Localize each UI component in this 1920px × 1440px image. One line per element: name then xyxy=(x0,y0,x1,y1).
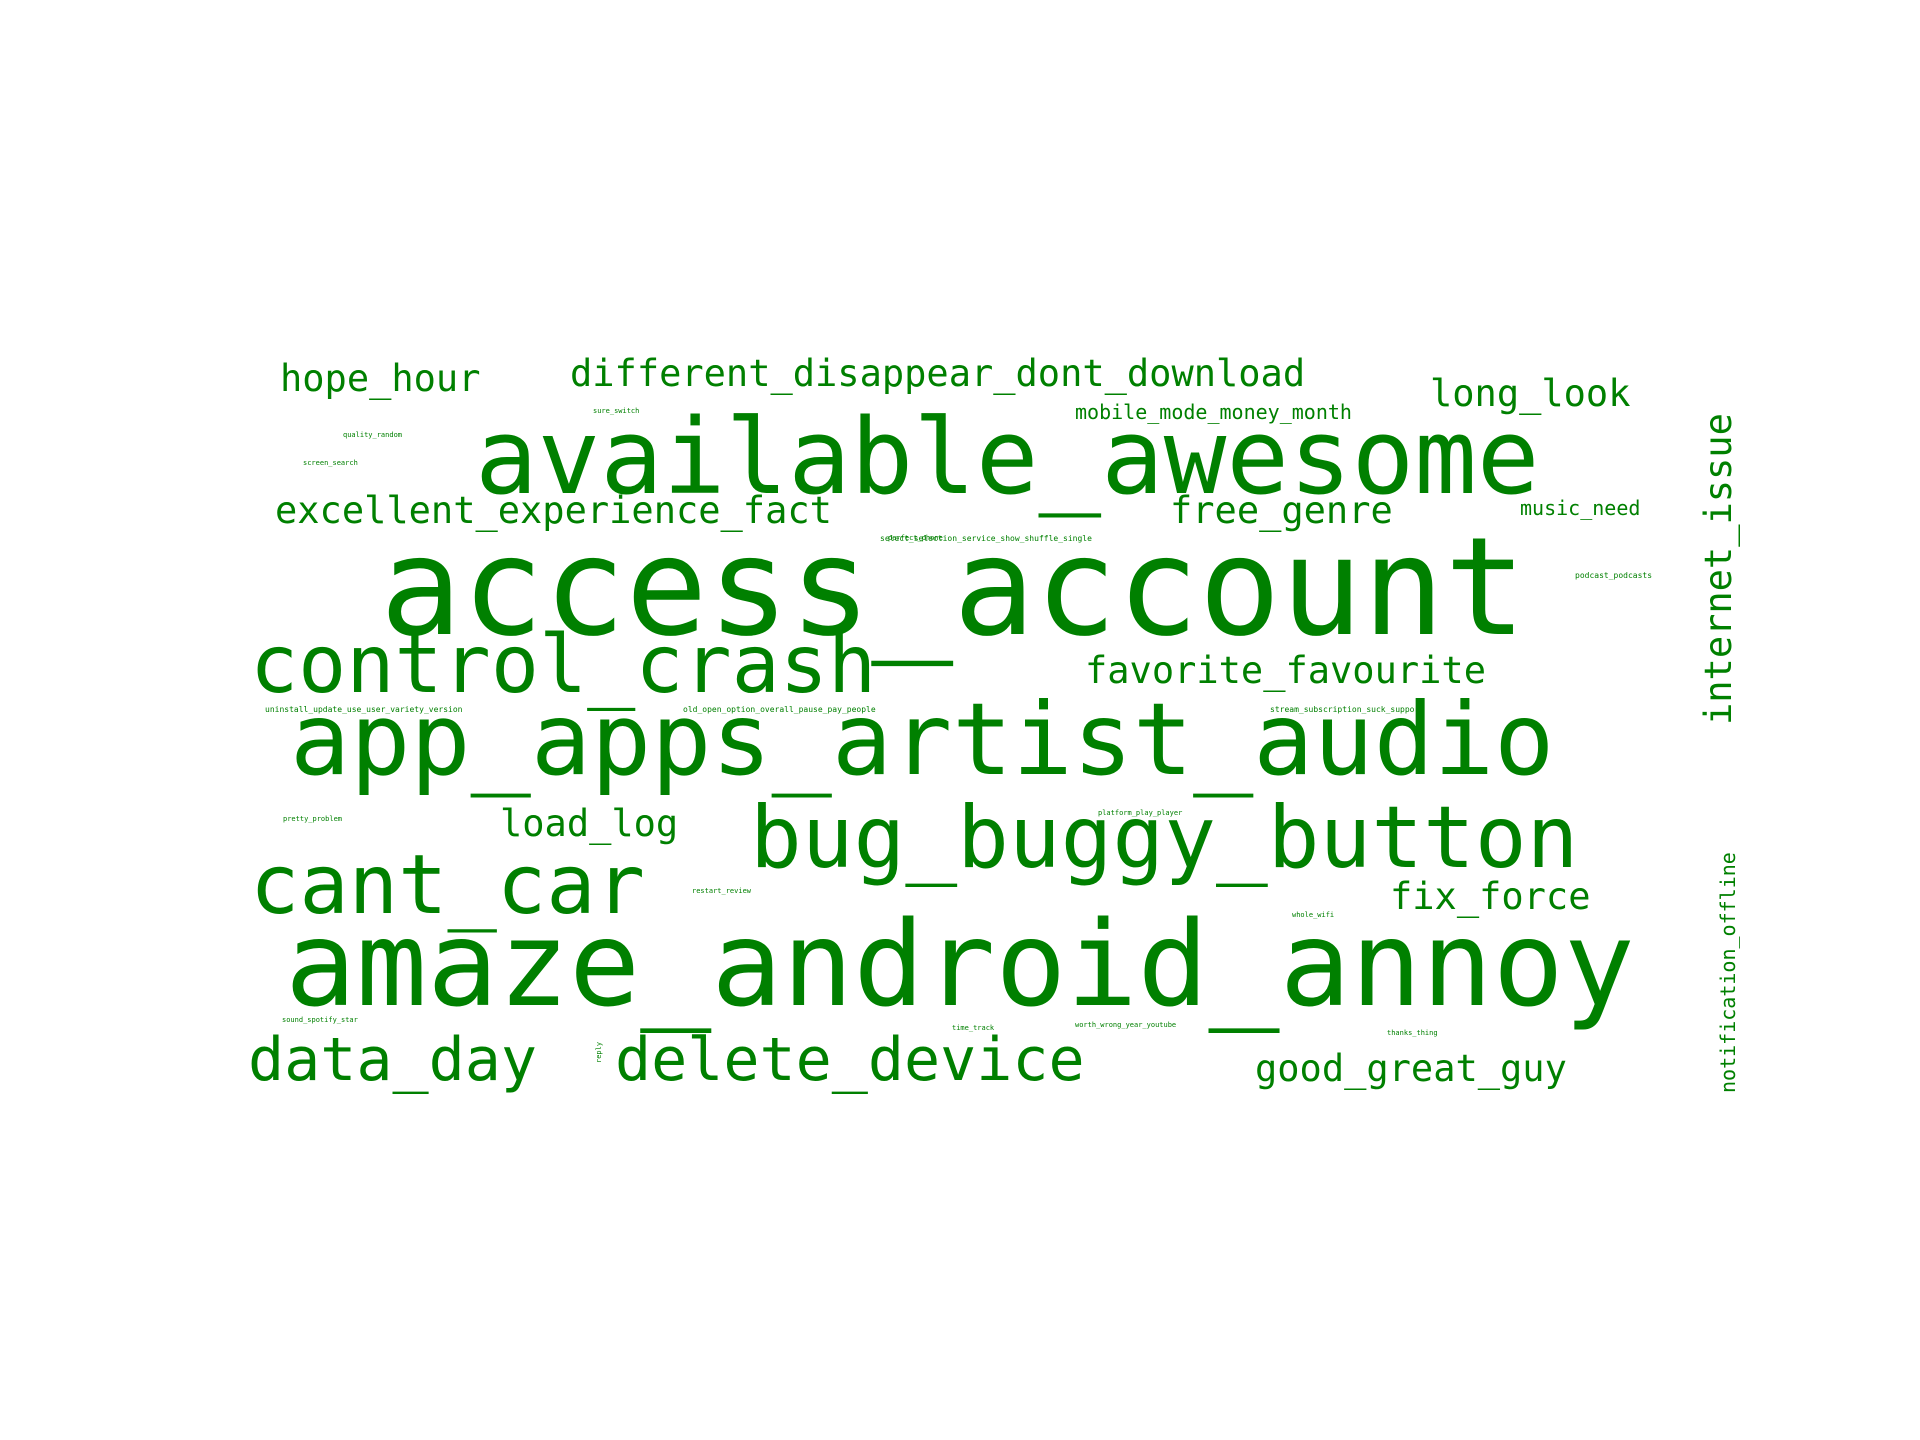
word-cloud-word: bug_buggy_button xyxy=(750,788,1579,888)
word-cloud-word: delete_device xyxy=(615,1025,1085,1095)
word-cloud-word: stream_subscription_suck_support xyxy=(1270,705,1425,714)
word-cloud-word: platform_play_player xyxy=(1098,809,1183,817)
word-cloud-word: podcast_podcasts xyxy=(1575,571,1653,580)
word-cloud-word: thanks_thing xyxy=(1387,1029,1438,1037)
word-cloud-word: access_account xyxy=(380,509,1527,667)
word-cloud-word: whole_wifi xyxy=(1292,911,1335,919)
word-cloud-word: app_apps_artist_audio xyxy=(290,681,1555,798)
word-cloud-word: favorite_favourite xyxy=(1085,649,1486,692)
word-cloud-word: fix_force xyxy=(1390,875,1591,918)
word-cloud-word: sound_spotify_star xyxy=(282,1016,358,1024)
word-cloud-word: quality_random xyxy=(343,431,403,439)
word-cloud-word: restart_review xyxy=(692,887,752,895)
word-cloud-word: data_day xyxy=(248,1025,537,1095)
word-cloud-word: excellent_experience_fact xyxy=(275,489,832,532)
word-cloud-word: sure_switch xyxy=(593,407,640,415)
word-cloud-word: available_awesome xyxy=(475,396,1540,518)
word-cloud-word: control_crash xyxy=(250,618,877,711)
word-cloud-word: uninstall_update_use_user_variety_versio… xyxy=(265,705,463,714)
word-cloud-word: reply xyxy=(595,1041,603,1063)
word-cloud-word: amaze_android_annoy xyxy=(285,895,1635,1033)
word-cloud-word: music_need xyxy=(1520,496,1641,520)
word-cloud-word: long_look xyxy=(1430,372,1631,415)
word-cloud-word: mobile_mode_money_month xyxy=(1075,400,1352,424)
word-cloud-word: select_selection_service_show_shuffle_si… xyxy=(880,534,1092,543)
word-cloud-word: different_disappear_dont_download xyxy=(570,352,1306,395)
word-cloud-word: cant_car xyxy=(250,838,645,933)
word-cloud-word: screen_search xyxy=(303,459,358,467)
word-cloud-word: notification_offline xyxy=(1716,852,1740,1093)
word-cloud-word: pretty_problem xyxy=(283,815,343,823)
word-cloud-word: perfect_phone xyxy=(888,534,943,542)
word-cloud-word: free_genre xyxy=(1170,489,1393,532)
word-cloud-word: hope_hour xyxy=(280,357,481,400)
word-cloud-word: old_open_option_overall_pause_pay_people xyxy=(683,705,876,714)
word-cloud-word: good_great_guy xyxy=(1255,1047,1567,1090)
word-cloud-word: worth_wrong_year_youtube xyxy=(1075,1021,1177,1029)
word-cloud-word: internet_issue xyxy=(1697,413,1740,725)
word-cloud-word: time_track xyxy=(952,1024,995,1032)
word-cloud-word: load_log xyxy=(500,802,679,845)
